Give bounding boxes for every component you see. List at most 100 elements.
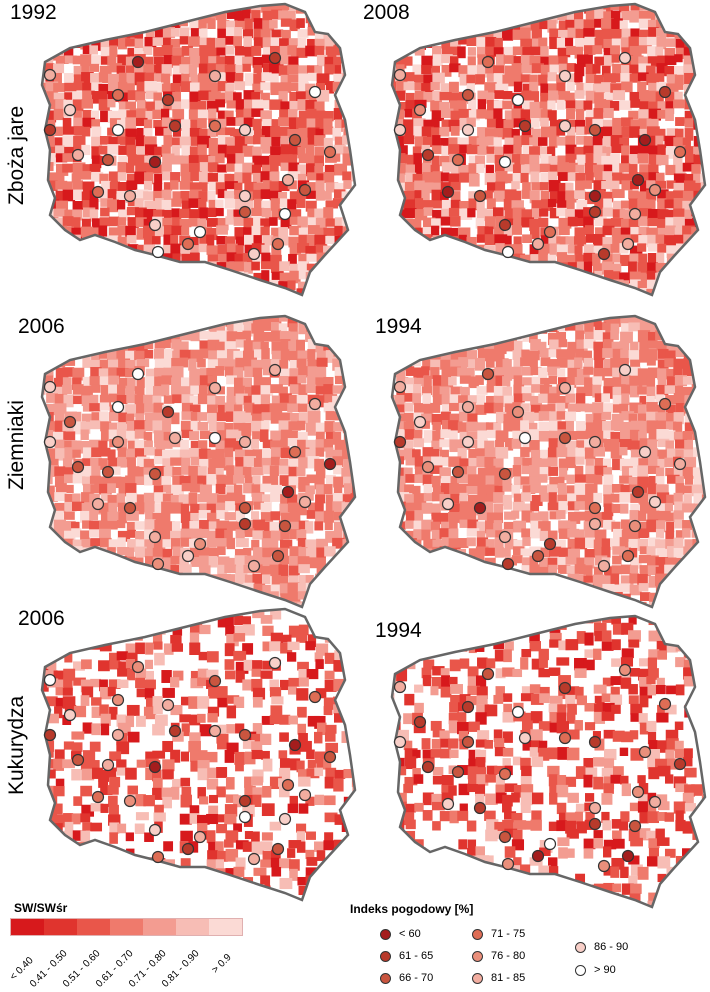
station-dot [511, 405, 525, 419]
station-dot [638, 133, 652, 147]
station-dot [413, 103, 427, 117]
index-legend-item: 71 - 75 [472, 928, 525, 940]
station-dot [451, 465, 465, 479]
country-outline [390, 2, 707, 297]
index-legend-item: 81 - 85 [472, 972, 525, 984]
country-outline [390, 314, 707, 609]
station-dot [638, 445, 652, 459]
station-dot [588, 189, 602, 203]
index-dot [380, 950, 391, 962]
country-outline [40, 2, 357, 297]
index-dot [472, 972, 483, 984]
station-dot [181, 237, 195, 251]
station-dot [393, 680, 407, 694]
station-dot [461, 123, 475, 137]
station-dot [673, 145, 687, 159]
station-dot [111, 123, 125, 137]
station-dot [71, 753, 85, 767]
station-dot [597, 559, 611, 573]
index-legend-item: < 60 [380, 928, 421, 940]
station-dot [498, 218, 512, 232]
map-zboza-jare-2008 [360, 0, 707, 297]
station-dot [271, 237, 285, 251]
station-dot [498, 830, 512, 844]
station-dot [588, 205, 602, 219]
station-dot [461, 88, 475, 102]
station-dot [588, 517, 602, 531]
station-dot [161, 93, 175, 107]
index-legend-item: 76 - 80 [472, 950, 525, 962]
station-dot [288, 445, 302, 459]
station-dot [588, 817, 602, 831]
station-dot [238, 501, 252, 515]
station-dot [631, 785, 645, 799]
country-outline [390, 614, 707, 909]
station-dot [271, 842, 285, 856]
index-legend-title: Indeks pogodowy [%] [350, 902, 474, 916]
station-dot [673, 757, 687, 771]
map-kukurydza-2006 [10, 605, 357, 902]
station-dot [148, 530, 162, 544]
station-dot [461, 400, 475, 414]
station-dot [498, 530, 512, 544]
country-outline [40, 607, 357, 902]
station-dot [393, 735, 407, 749]
map-ziemniaki-1994 [360, 312, 707, 609]
station-dot [161, 405, 175, 419]
station-dot [151, 850, 165, 864]
station-dot [268, 363, 282, 377]
station-dot [658, 85, 672, 99]
station-dot [597, 859, 611, 873]
station-dot [473, 801, 487, 815]
station-dot [238, 794, 252, 808]
station-dot [91, 185, 105, 199]
panel-year-label: 1992 [10, 1, 57, 24]
station-dot [193, 225, 207, 239]
station-dot [511, 705, 525, 719]
station-dot [501, 557, 515, 571]
station-dot [288, 133, 302, 147]
station-dot [111, 435, 125, 449]
station-dot [648, 495, 662, 509]
station-dot [518, 119, 532, 133]
station-dot [631, 485, 645, 499]
station-dot [298, 183, 312, 197]
station-dot [238, 189, 252, 203]
station-dot [131, 660, 145, 674]
station-dot [101, 758, 115, 772]
station-dot [278, 519, 292, 533]
station-dot [558, 431, 572, 445]
station-dot [43, 68, 57, 82]
station-dot [43, 728, 57, 742]
station-dot [208, 431, 222, 445]
panel-year-label: 1994 [375, 315, 422, 338]
station-dot [481, 55, 495, 69]
station-dot [308, 397, 322, 411]
station-dot [588, 735, 602, 749]
station-dot [193, 537, 207, 551]
station-dot [588, 123, 602, 137]
station-dot [208, 724, 222, 738]
station-dot [298, 495, 312, 509]
station-dot [558, 731, 572, 745]
station-dot [531, 237, 545, 251]
ramp-swatch [176, 919, 209, 935]
station-dot [393, 435, 407, 449]
ramp-swatch [209, 919, 242, 935]
station-dot [238, 435, 252, 449]
station-dot [91, 790, 105, 804]
station-dot [238, 810, 252, 824]
station-dot [123, 794, 137, 808]
index-dot [380, 972, 391, 984]
station-dot [498, 155, 512, 169]
station-dot [63, 415, 77, 429]
station-dot [71, 148, 85, 162]
station-dot [323, 750, 337, 764]
station-dot [628, 819, 642, 833]
station-dot [43, 435, 57, 449]
station-dot [498, 467, 512, 481]
map-zboza-jare-1992 [10, 0, 357, 297]
panel-year-label: 2006 [18, 607, 65, 630]
station-dot [281, 173, 295, 187]
station-dot [621, 849, 635, 863]
